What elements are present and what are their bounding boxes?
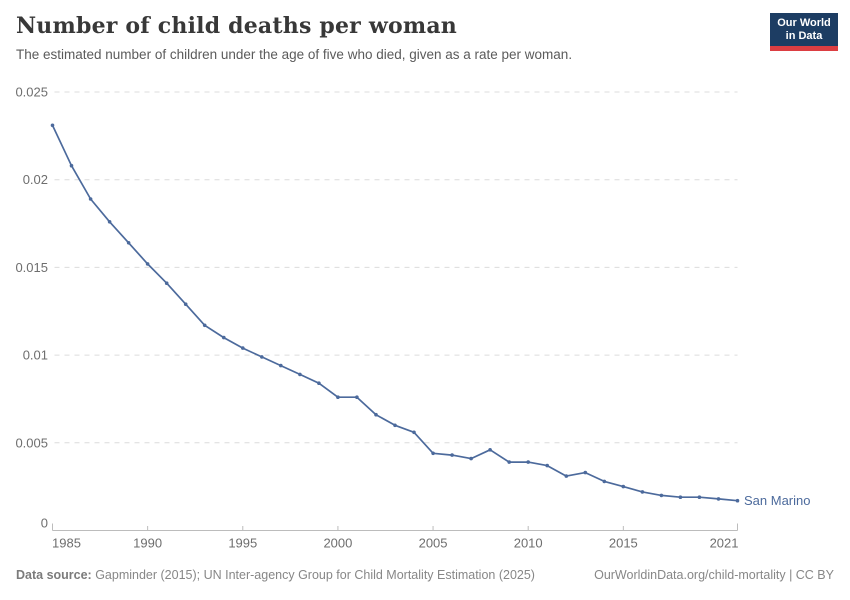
- data-point: [678, 495, 683, 500]
- data-point: [374, 412, 378, 417]
- data-point: [69, 163, 74, 168]
- data-point: [412, 430, 416, 435]
- data-point: [469, 456, 473, 461]
- chart-title: Number of child deaths per woman: [16, 13, 457, 39]
- data-point: [659, 493, 664, 498]
- chart-subtitle: The estimated number of children under t…: [16, 47, 573, 62]
- data-point: [735, 498, 740, 503]
- chart-footer: Data source: Gapminder (2015); UN Inter-…: [16, 567, 834, 583]
- data-point: [241, 346, 245, 350]
- x-tick-label: 2021: [710, 536, 739, 551]
- owid-logo-text: Our World in Data: [770, 13, 838, 46]
- data-point: [716, 497, 721, 501]
- x-tick-label: 1995: [228, 536, 257, 551]
- owid-logo: Our World in Data: [770, 13, 838, 51]
- footer-citation-link[interactable]: OurWorldinData.org/child-mortality | CC …: [594, 568, 834, 582]
- x-tick-label: 1985: [52, 536, 81, 551]
- data-point: [507, 460, 512, 464]
- x-tick-label: 2000: [323, 536, 352, 551]
- chart-header: Number of child deaths per woman The est…: [16, 13, 756, 62]
- data-point: [621, 484, 626, 489]
- data-point: [545, 463, 549, 468]
- y-tick-label: 0.005: [15, 435, 48, 450]
- y-tick-label: 0: [41, 516, 48, 531]
- data-point: [355, 395, 359, 400]
- data-point: [602, 479, 607, 484]
- data-point: [279, 363, 283, 368]
- data-point: [260, 355, 264, 359]
- data-point: [202, 323, 207, 328]
- data-point: [222, 335, 226, 340]
- data-point: [88, 197, 93, 201]
- data-point: [317, 381, 321, 386]
- data-point: [583, 470, 588, 475]
- x-tick-label: 2010: [514, 536, 543, 551]
- data-point: [697, 495, 702, 500]
- data-source-note: Data source: Gapminder (2015); UN Inter-…: [16, 568, 535, 582]
- data-point: [298, 372, 302, 377]
- x-tick-label: 1990: [133, 536, 162, 551]
- x-tick-label: 2005: [419, 536, 448, 551]
- data-point: [107, 220, 112, 224]
- series-line: [51, 124, 739, 502]
- data-point: [431, 451, 435, 456]
- data-point: [164, 281, 169, 286]
- data-point: [50, 123, 55, 128]
- series-end-label: San Marino: [744, 493, 810, 508]
- x-tick-label: 2015: [609, 536, 638, 551]
- data-point: [564, 474, 569, 478]
- data-point: [640, 490, 645, 494]
- data-point: [450, 453, 454, 457]
- owid-logo-red-bar: [770, 46, 838, 51]
- data-point: [183, 302, 188, 307]
- y-tick-label: 0.025: [15, 85, 48, 100]
- data-point: [336, 395, 340, 400]
- data-point: [526, 460, 530, 464]
- y-tick-label: 0.02: [23, 172, 48, 187]
- y-tick-label: 0.015: [15, 260, 48, 275]
- data-point: [145, 262, 150, 266]
- data-point: [393, 423, 397, 428]
- y-tick-label: 0.01: [23, 348, 48, 363]
- data-point: [126, 241, 131, 245]
- data-point: [488, 448, 492, 452]
